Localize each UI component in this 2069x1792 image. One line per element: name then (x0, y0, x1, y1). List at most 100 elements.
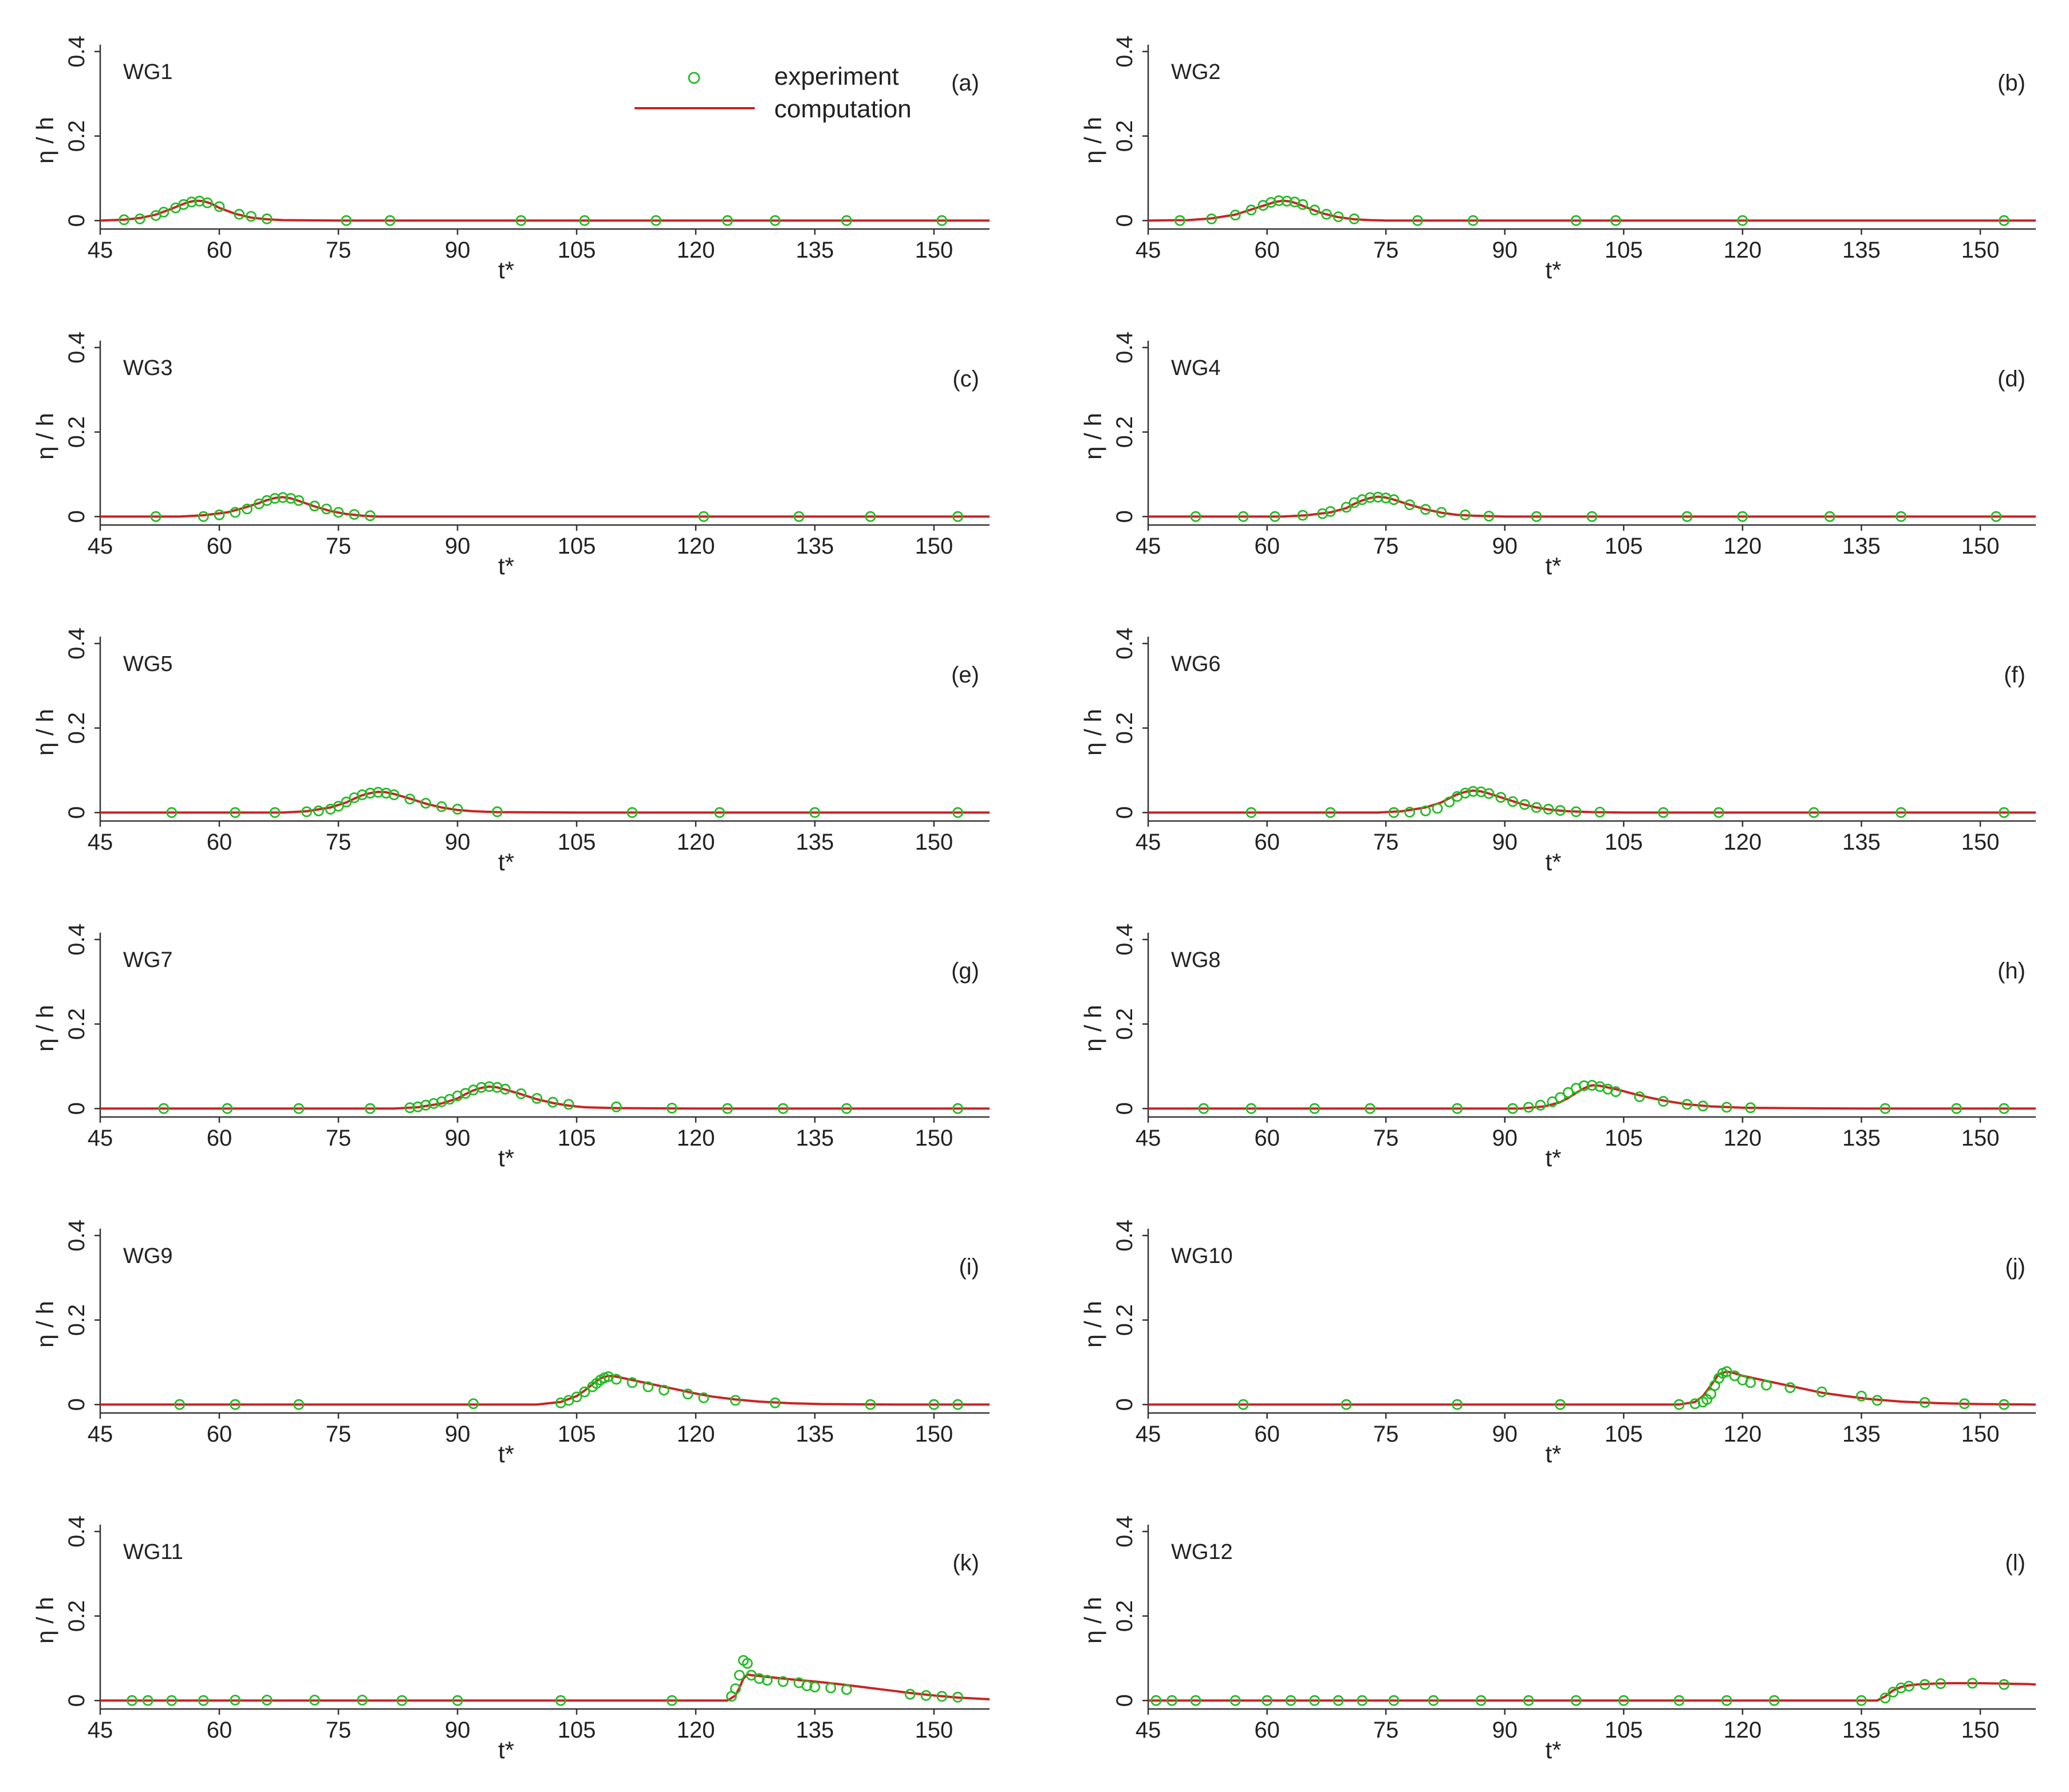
gauge-label: WG11 (123, 1540, 183, 1564)
experiment-point (293, 1399, 305, 1410)
experiment-point (380, 787, 392, 799)
y-tick-label: 0.4 (64, 1219, 89, 1252)
x-tick-label: 120 (677, 1718, 715, 1743)
x-tick-label: 135 (1842, 534, 1881, 559)
experiment-point (1174, 215, 1185, 226)
panel-label: (d) (1997, 366, 2025, 392)
experiment-point (1919, 1679, 1930, 1690)
experiment-point (778, 1103, 789, 1114)
gauge-label: WG2 (1171, 60, 1221, 84)
experiment-point (1519, 799, 1530, 810)
experiment-point (1507, 1103, 1519, 1114)
x-tick-label: 105 (1605, 1718, 1643, 1743)
experiment-point (1432, 803, 1443, 814)
x-tick-label: 90 (1492, 238, 1518, 263)
experiment-point (388, 789, 400, 800)
experiment-point (1321, 208, 1332, 220)
experiment-point (476, 1081, 487, 1093)
experiment-point (1309, 204, 1321, 216)
x-tick-label: 150 (1961, 1126, 2000, 1151)
experiment-point (667, 1103, 677, 1114)
experiment-point (372, 787, 384, 798)
experiment-point (186, 196, 197, 208)
experiment-point (659, 1384, 669, 1396)
experiment-point (1999, 1399, 2010, 1410)
experiment-point (1887, 1687, 1899, 1698)
x-tick-label: 150 (1961, 1718, 2000, 1743)
x-tick-label: 60 (207, 1718, 232, 1743)
x-tick-label: 150 (1961, 238, 2000, 263)
x-tick-label: 150 (915, 534, 953, 559)
x-tick-label: 90 (1492, 1126, 1518, 1151)
experiment-point (142, 1695, 153, 1706)
x-tick-label: 120 (1724, 534, 1762, 559)
y-tick-label: 0 (1112, 1102, 1137, 1115)
experiment-point (293, 495, 305, 506)
x-tick-label: 120 (1724, 1126, 1762, 1151)
experiment-point (1531, 802, 1542, 813)
experiment-point (1388, 1695, 1400, 1706)
x-tick-label: 45 (88, 1422, 113, 1447)
experiment-point (1570, 1695, 1582, 1706)
x-tick-label: 75 (1373, 1718, 1399, 1743)
y-tick-label: 0 (64, 1102, 89, 1115)
experiment-point (952, 1103, 963, 1114)
experiment-point (1412, 215, 1423, 226)
experiment-point (1610, 215, 1621, 226)
experiment-point (198, 511, 209, 522)
experiment-point (261, 213, 273, 224)
experiment-point (301, 806, 312, 818)
x-tick-label: 135 (796, 830, 834, 855)
experiment-point (770, 215, 781, 226)
experiment-point (1535, 1099, 1546, 1111)
experiment-point (1467, 215, 1479, 226)
experiment-point (1999, 1103, 2010, 1114)
y-axis-label: η / h (31, 1005, 58, 1052)
experiment-point (1729, 1370, 1740, 1382)
x-tick-label: 105 (558, 238, 596, 263)
experiment-point (468, 1398, 479, 1410)
x-tick-label: 105 (1605, 1422, 1643, 1447)
x-tick-label: 105 (1605, 830, 1643, 855)
x-axis-label: t* (498, 1736, 514, 1763)
experiment-point (793, 511, 805, 522)
experiment-point (357, 1695, 368, 1706)
legend-experiment-marker (688, 72, 700, 84)
experiment-point (515, 1088, 527, 1099)
experiment-point (1229, 210, 1241, 221)
experiment-point (1325, 807, 1336, 818)
experiment-point (1816, 1386, 1827, 1398)
x-tick-label: 45 (1136, 1126, 1161, 1151)
experiment-point (579, 215, 590, 226)
x-tick-label: 135 (1842, 1126, 1881, 1151)
chart-panel-wg5: 45 60 75 90 105 120 135 150 0 0.2 0.4 t* η / h WG5 (e) (31, 627, 990, 875)
x-tick-label: 45 (1136, 1422, 1161, 1447)
panel-label: (h) (1997, 958, 2025, 984)
y-tick-label: 0.2 (1112, 416, 1137, 448)
experiment-point (1246, 1103, 1257, 1114)
experiment-point (1543, 803, 1554, 815)
x-tick-label: 75 (326, 238, 352, 263)
x-axis-label: t* (498, 848, 514, 875)
experiment-point (1594, 807, 1606, 818)
y-tick-label: 0.4 (1112, 627, 1137, 660)
experiment-point (1808, 807, 1819, 818)
x-axis-label: t* (498, 256, 514, 283)
experiment-point (667, 1695, 677, 1706)
experiment-point (928, 1399, 940, 1410)
experiment-point (230, 1399, 241, 1410)
experiment-point (1198, 1103, 1209, 1114)
y-axis-label: η / h (31, 413, 58, 460)
x-tick-label: 75 (326, 1422, 352, 1447)
experiment-point (1563, 1087, 1574, 1098)
panel-label: (f) (2004, 662, 2025, 688)
experiment-point (610, 1373, 622, 1385)
experiment-point (1586, 511, 1598, 522)
experiment-point (1578, 1080, 1590, 1091)
y-tick-label: 0 (64, 214, 89, 227)
y-axis-label: η / h (1079, 709, 1106, 756)
experiment-point (1761, 1379, 1772, 1391)
experiment-point (698, 511, 710, 522)
experiment-point (904, 1688, 916, 1700)
y-axis-label: η / h (1079, 413, 1106, 460)
